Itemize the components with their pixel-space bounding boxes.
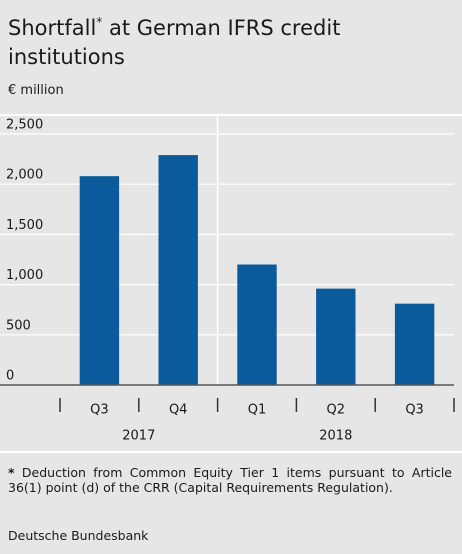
footnote-marker: *	[8, 465, 15, 480]
x-tick-label: Q2	[327, 403, 346, 418]
y-tick-label: 0	[6, 369, 14, 384]
unit-label: € million	[8, 83, 64, 98]
bar	[158, 155, 198, 385]
y-tick-label: 2,500	[6, 118, 43, 133]
x-tick-label: Q1	[248, 403, 267, 418]
chart-title: Shortfall* at German IFRS credit institu…	[8, 8, 448, 72]
title-marker: *	[96, 15, 103, 29]
footnote-text: Deduction from Common Equity Tier 1 item…	[8, 465, 452, 495]
bar	[394, 303, 435, 385]
bar	[316, 288, 356, 385]
group-label: 2018	[319, 429, 352, 444]
x-tick-label: Q4	[169, 403, 188, 418]
y-tick-label: 1,000	[6, 268, 43, 283]
y-tick-label: 2,000	[6, 168, 43, 183]
bar	[237, 264, 277, 385]
x-tick-label: Q3	[405, 403, 424, 418]
title-text: at German IFRS credit institutions	[8, 16, 341, 69]
x-tick-label: Q3	[90, 403, 109, 418]
group-label: 2017	[122, 429, 155, 444]
chart: 0 500 1,000 1,500 2,000 2,500 Q3 Q4 2017 Q1 Q2 Q3 20…	[0, 114, 462, 444]
title-text: Shortfall	[8, 16, 97, 40]
y-tick-label: 500	[6, 318, 31, 333]
y-tick-label: 1,500	[6, 218, 43, 233]
bar	[79, 176, 120, 385]
source: Deutsche Bundesbank	[8, 528, 149, 543]
separator	[0, 451, 462, 453]
footnote: * Deduction from Common Equity Tier 1 it…	[8, 465, 452, 495]
